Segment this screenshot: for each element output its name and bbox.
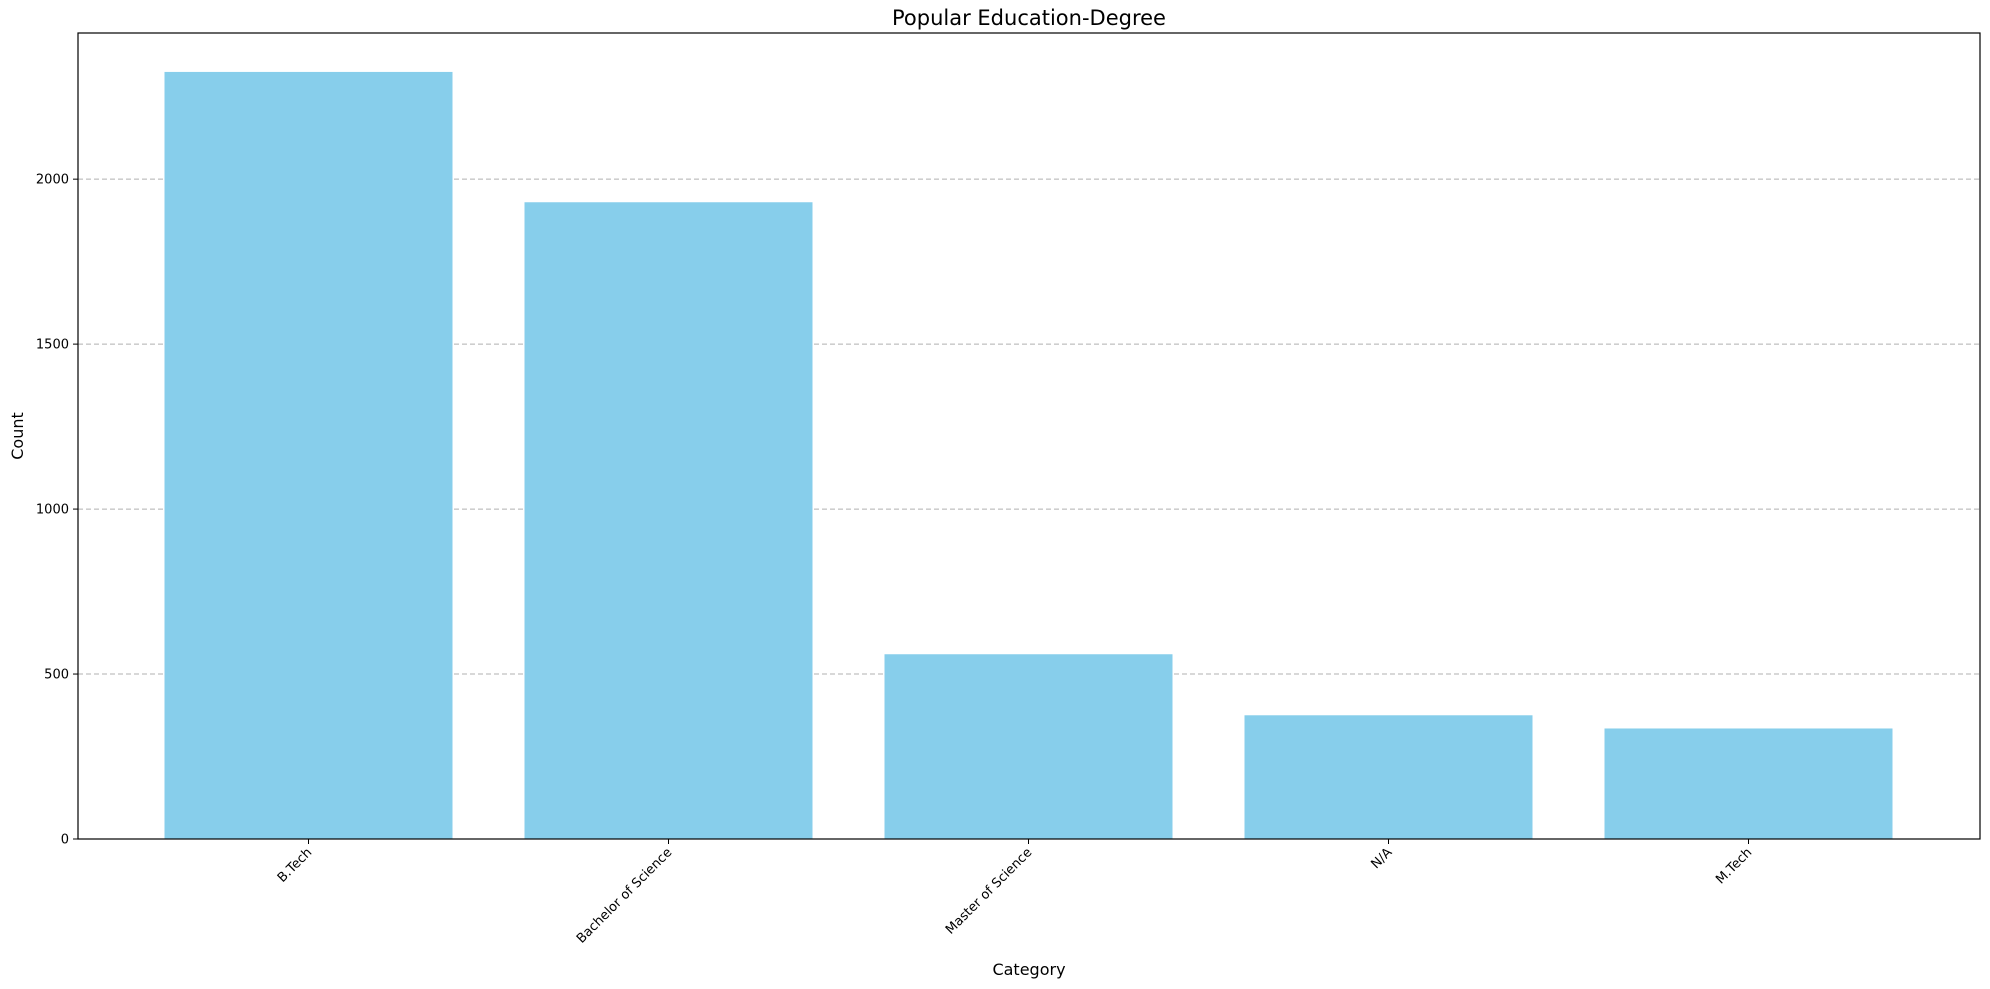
bar-m-tech	[1604, 728, 1893, 839]
y-tick-label: 2000	[36, 173, 69, 188]
y-axis-ticks: 0 500 1000 1500 2000	[36, 173, 78, 848]
bar-b-tech	[164, 71, 453, 839]
x-tick-label: B.Tech	[275, 845, 315, 885]
x-tick-label: Master of Science	[943, 845, 1035, 937]
y-tick-label: 0	[61, 833, 69, 848]
y-tick-label: 1500	[36, 338, 69, 353]
x-tick-label: N/A	[1368, 845, 1395, 872]
x-tick-label: M.Tech	[1713, 845, 1755, 887]
bar-n-a	[1244, 715, 1533, 839]
bar-bachelor-of-science	[524, 202, 813, 839]
chart-title: Popular Education-Degree	[892, 6, 1166, 30]
gridlines	[78, 178, 1980, 675]
y-tick-label: 1000	[36, 503, 69, 518]
y-tick-label: 500	[44, 668, 69, 683]
y-axis-label: Count	[8, 412, 27, 460]
x-axis-ticks: B.Tech Bachelor of Science Master of Scien…	[275, 839, 1755, 947]
x-tick-label: Bachelor of Science	[574, 845, 675, 946]
bars	[164, 71, 1893, 839]
x-axis-label: Category	[992, 960, 1065, 979]
bar-master-of-science	[884, 654, 1173, 839]
